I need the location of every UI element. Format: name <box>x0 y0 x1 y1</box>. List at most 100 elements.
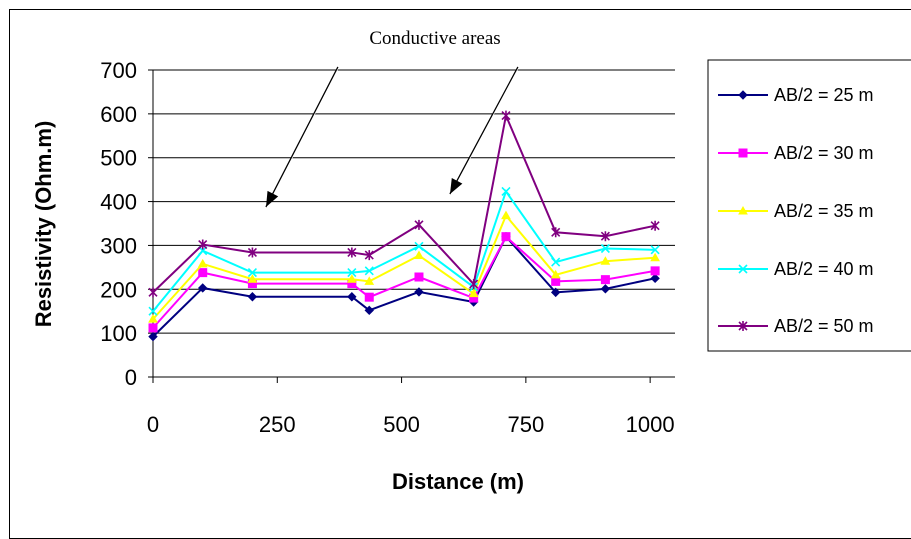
x-axis-title: Distance (m) <box>392 469 524 494</box>
data-point-5-10 <box>600 231 610 242</box>
x-tick-label-500: 500 <box>383 412 420 437</box>
data-point-2-1 <box>148 323 158 333</box>
legend-item-4: AB/2 = 40 m <box>718 259 874 279</box>
data-point-4-5 <box>364 266 374 276</box>
legend-label-5: AB/2 = 50 m <box>774 316 874 336</box>
y-tick-label-100: 100 <box>100 321 137 346</box>
arrow-right-shaft <box>449 66 519 195</box>
series-4 <box>148 186 660 316</box>
series-line-3 <box>152 213 656 320</box>
data-point-3-10 <box>600 256 611 265</box>
data-point-4-6 <box>414 241 424 251</box>
x-tick-label-250: 250 <box>259 412 296 437</box>
legend-label-1: AB/2 = 25 m <box>774 85 874 105</box>
arrow-right-head <box>450 177 463 194</box>
data-point-3-11 <box>650 252 660 262</box>
data-point-5-11 <box>650 220 660 231</box>
legend-label-3: AB/2 = 35 m <box>774 201 874 221</box>
data-point-1-6 <box>414 287 424 297</box>
x-tick-label-0: 0 <box>147 412 159 437</box>
series-2 <box>148 232 660 333</box>
data-point-1-10 <box>600 284 611 294</box>
gridlines <box>148 69 675 378</box>
series-line-5 <box>152 112 656 294</box>
x-tick-label-750: 750 <box>507 412 544 437</box>
data-point-2-8 <box>501 232 511 242</box>
legend-marker-4 <box>738 264 748 274</box>
data-point-1-1 <box>148 331 158 342</box>
legend-item-5: AB/2 = 50 m <box>718 316 874 336</box>
series-5 <box>148 110 660 298</box>
legend-box <box>707 59 911 352</box>
data-point-4-1 <box>148 306 158 316</box>
series-layer <box>148 110 660 342</box>
y-tick-label-600: 600 <box>100 102 137 127</box>
data-point-3-2 <box>197 258 208 268</box>
data-point-5-4 <box>347 247 357 258</box>
legend-marker-2 <box>738 148 748 158</box>
series-3 <box>148 210 660 323</box>
y-tick-label-0: 0 <box>125 365 137 390</box>
y-axis-title: Resistivity (Ohm.m) <box>31 121 56 328</box>
data-point-3-7 <box>468 288 479 298</box>
data-point-4-4 <box>347 268 357 278</box>
data-point-1-5 <box>364 305 374 316</box>
data-point-5-6 <box>414 219 424 230</box>
data-point-1-2 <box>198 283 208 293</box>
annotation-arrows <box>265 66 520 208</box>
arrow-left <box>265 66 340 208</box>
data-point-5-8 <box>501 110 511 121</box>
arrow-right <box>449 66 520 195</box>
y-tick-label-200: 200 <box>100 277 137 302</box>
data-point-4-3 <box>247 268 257 278</box>
data-point-4-11 <box>650 245 660 255</box>
data-point-1-11 <box>650 273 660 284</box>
y-tick-label-700: 700 <box>100 58 137 83</box>
data-point-5-9 <box>551 227 561 238</box>
arrow-right-highlight <box>450 66 520 195</box>
legend: AB/2 = 25 m AB/2 = 30 m AB/2 = 35 m AB/2 = … <box>707 59 911 352</box>
data-point-3-4 <box>346 274 357 283</box>
legend-label-2: AB/2 = 30 m <box>774 143 874 163</box>
data-point-5-2 <box>198 239 208 250</box>
arrow-left-head <box>266 190 279 207</box>
data-point-5-5 <box>364 250 374 261</box>
data-point-2-2 <box>198 268 208 278</box>
legend-item-3: AB/2 = 35 m <box>718 201 874 221</box>
arrow-left-highlight <box>266 66 340 208</box>
data-point-3-3 <box>247 274 258 283</box>
data-point-3-5 <box>364 276 375 285</box>
legend-marker-3 <box>738 205 748 215</box>
y-tick-label-300: 300 <box>100 233 137 258</box>
conductive-areas-annotation: Conductive areas <box>369 28 500 49</box>
series-line-2 <box>152 235 656 329</box>
data-point-1-3 <box>247 292 258 302</box>
data-point-5-7 <box>469 279 479 290</box>
legend-marker-1 <box>738 90 748 100</box>
data-point-2-9 <box>551 276 561 286</box>
data-point-3-1 <box>148 314 158 323</box>
data-point-3-9 <box>550 269 561 279</box>
x-tick-label-1000: 1000 <box>626 412 675 437</box>
data-point-2-5 <box>364 292 374 302</box>
legend-item-1: AB/2 = 25 m <box>718 85 874 105</box>
x-axis: 0 250 500 750 1000 <box>147 376 675 437</box>
data-point-5-1 <box>148 287 158 298</box>
data-point-5-3 <box>247 247 257 258</box>
data-point-3-8 <box>501 210 511 220</box>
data-point-1-9 <box>550 287 561 298</box>
legend-marker-5 <box>738 321 748 331</box>
arrow-left-shaft <box>265 66 339 208</box>
series-line-1 <box>152 234 656 338</box>
data-point-3-6 <box>414 250 424 260</box>
y-tick-labels: 0 100 200 300 400 500 600 700 <box>100 58 137 390</box>
data-point-2-6 <box>414 272 424 282</box>
y-tick-label-500: 500 <box>100 146 137 171</box>
y-tick-label-400: 400 <box>100 190 137 215</box>
data-point-4-9 <box>551 257 561 267</box>
data-point-2-11 <box>650 266 660 276</box>
legend-label-4: AB/2 = 40 m <box>774 259 874 279</box>
data-point-2-10 <box>600 275 610 285</box>
data-point-4-8 <box>501 186 511 197</box>
